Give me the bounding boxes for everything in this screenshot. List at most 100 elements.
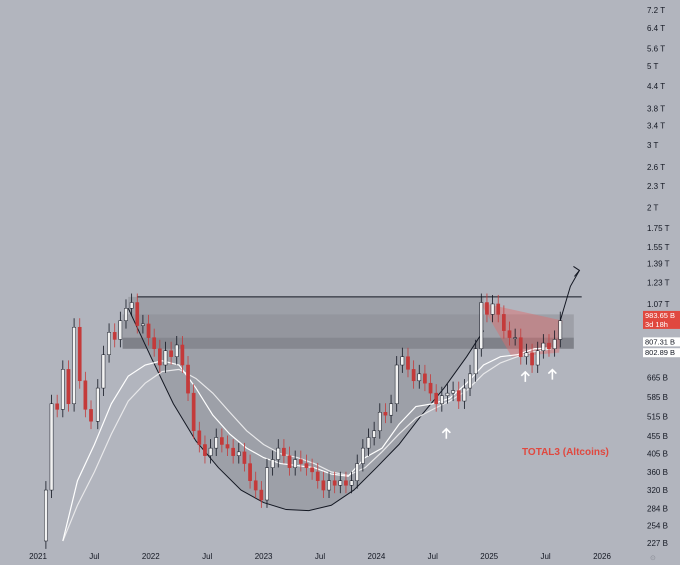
projection-arrowhead [573, 265, 581, 277]
candle [513, 337, 517, 339]
candle [152, 337, 157, 350]
y-tick-label: 585 B [647, 393, 668, 402]
candle [507, 330, 512, 338]
candle [394, 364, 399, 405]
candle [44, 489, 48, 542]
y-tick-label: 1.75 T [647, 224, 670, 233]
candle [400, 356, 405, 366]
candle [558, 320, 563, 340]
y-tick-label: 5 T [647, 62, 659, 71]
price-badge-countdown: 3d 18h [645, 320, 668, 329]
candle [169, 350, 173, 357]
candle [135, 302, 140, 326]
candle [259, 489, 264, 501]
y-tick-label: 3 T [647, 141, 659, 150]
candle [547, 342, 551, 350]
candle [163, 350, 168, 366]
candle [203, 444, 207, 456]
y-tick-label: 6.4 T [647, 24, 665, 33]
candle [118, 320, 123, 340]
candle [377, 412, 382, 432]
y-tick-label: 3.8 T [647, 105, 665, 114]
candle [524, 352, 529, 357]
candle [496, 303, 501, 315]
projection-line [559, 270, 580, 321]
candle [157, 348, 162, 366]
y-tick-label: 320 B [647, 486, 668, 495]
candle [315, 471, 320, 481]
candle [231, 447, 235, 456]
candle [366, 437, 371, 449]
y-tick-label: 1.39 T [647, 260, 670, 269]
candle [208, 447, 213, 456]
candle [310, 467, 314, 473]
x-tick-label: 2022 [142, 552, 160, 561]
candle [72, 326, 76, 405]
candle [439, 395, 444, 405]
cup-fill [128, 296, 484, 511]
candle [186, 364, 190, 394]
candle [214, 437, 219, 449]
candle [518, 337, 523, 357]
candle [428, 382, 433, 394]
candle [55, 403, 60, 410]
candle [490, 303, 495, 315]
y-tick-label: 665 B [647, 373, 668, 382]
x-tick-label: Jul [428, 552, 438, 561]
y-tick-label: 227 B [647, 539, 668, 548]
candle [535, 350, 540, 366]
candle [276, 447, 281, 460]
x-axis: 2021 Jul 2022 Jul 2023 Jul 2024 Jul 2025 Jul 2026 [29, 552, 611, 561]
x-tick-label: 2025 [480, 552, 498, 561]
candle [253, 480, 258, 491]
y-tick-label: 2.3 T [647, 182, 665, 191]
candle [124, 308, 128, 321]
y-tick-label: 360 B [647, 468, 668, 477]
x-tick-label: 2026 [593, 552, 611, 561]
candle [220, 437, 224, 445]
candle [456, 390, 461, 402]
x-tick-label: Jul [315, 552, 325, 561]
candle [270, 459, 275, 468]
price-badge-value: 802.89 B [645, 348, 675, 357]
candle [361, 447, 365, 464]
x-tick-label: Jul [202, 552, 212, 561]
candle [298, 459, 303, 464]
candle [83, 380, 88, 410]
y-axis: 7.2 T 6.4 T 5.6 T 5 T 4.4 T 3.8 T 3.4 T 3 T 2.6 … [643, 6, 680, 548]
price-badge [643, 348, 680, 358]
candle [417, 373, 422, 382]
x-tick-label: 2024 [368, 552, 386, 561]
cup-curve [127, 308, 484, 512]
candle [66, 369, 71, 405]
candle [242, 451, 247, 464]
up-arrow [441, 427, 451, 439]
x-tick-label: 2023 [255, 552, 273, 561]
candle [321, 480, 326, 491]
y-tick-label: 4.4 T [647, 82, 665, 91]
x-tick-label: Jul [540, 552, 550, 561]
candle [101, 354, 106, 389]
candle [423, 373, 427, 384]
y-tick-label: 405 B [647, 450, 668, 459]
candle [502, 314, 506, 331]
y-tick-label: 7.2 T [647, 6, 665, 15]
candle [191, 392, 196, 432]
candle [389, 403, 393, 416]
y-tick-label: 1.07 T [647, 300, 670, 309]
candle [372, 430, 376, 438]
candle [174, 344, 179, 357]
candle [338, 480, 343, 486]
candle [434, 392, 439, 405]
candle [468, 373, 472, 389]
y-tick-label: 254 B [647, 522, 668, 531]
candle [462, 387, 467, 402]
candle [77, 326, 82, 382]
up-arrow [520, 370, 530, 382]
y-tick-label: 2 T [647, 204, 659, 213]
candle [344, 480, 348, 486]
price-badge [643, 337, 680, 347]
candle [112, 332, 117, 340]
candle [248, 463, 252, 481]
